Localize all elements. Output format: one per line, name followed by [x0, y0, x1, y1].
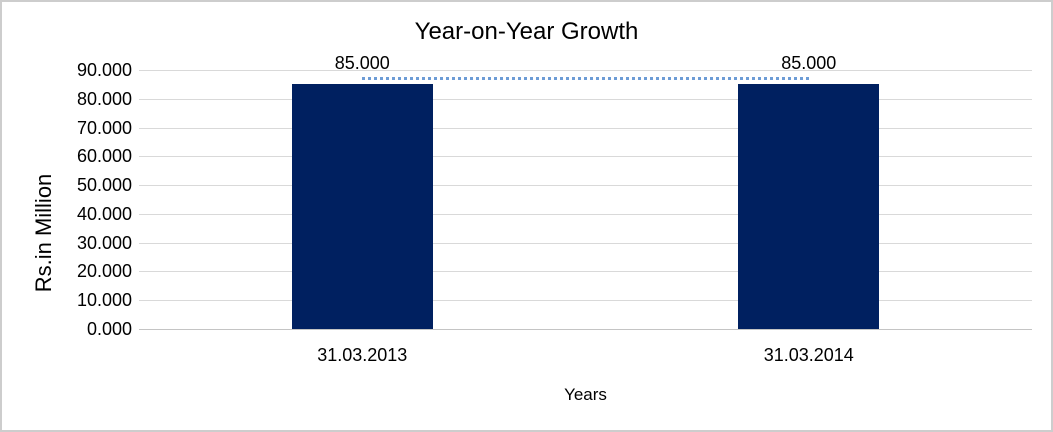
y-axis-tick-label: 20.000: [76, 261, 132, 282]
y-axis-tick-label: 80.000: [76, 88, 132, 109]
gridline: [139, 70, 1032, 71]
gridline: [139, 127, 1032, 129]
gridline: [139, 156, 1032, 158]
gridline: [139, 185, 1032, 187]
y-axis-tick-label: 40.000: [76, 203, 132, 224]
gridline: [139, 98, 1032, 100]
bar-data-label: 85.000: [334, 53, 390, 74]
zero-gridline: [139, 329, 1032, 330]
y-axis-tick-label: 90.000: [76, 60, 132, 80]
x-axis-category-label: 31.03.2013: [317, 345, 408, 365]
bar: [291, 84, 433, 329]
x-axis-title: Years: [564, 385, 607, 404]
y-axis-tick-label: 70.000: [76, 117, 132, 138]
gridline: [139, 242, 1032, 244]
bar: [738, 84, 880, 329]
gridline: [139, 213, 1032, 215]
chart-title: Year-on-Year Growth: [414, 18, 639, 45]
y-axis-tick-label: 0.000: [86, 319, 132, 339]
y-axis-tick-label: 50.000: [76, 175, 132, 196]
gridline: [139, 271, 1032, 273]
trendline: [362, 77, 809, 81]
y-axis-tick-label: 30.000: [76, 232, 132, 253]
y-axis-tick-label: 60.000: [76, 146, 132, 167]
gridline: [139, 300, 1032, 302]
bar-data-label: 85.000: [781, 53, 837, 74]
x-axis-category-label: 31.03.2014: [763, 345, 854, 365]
y-axis-tick-label: 10.000: [76, 290, 132, 311]
